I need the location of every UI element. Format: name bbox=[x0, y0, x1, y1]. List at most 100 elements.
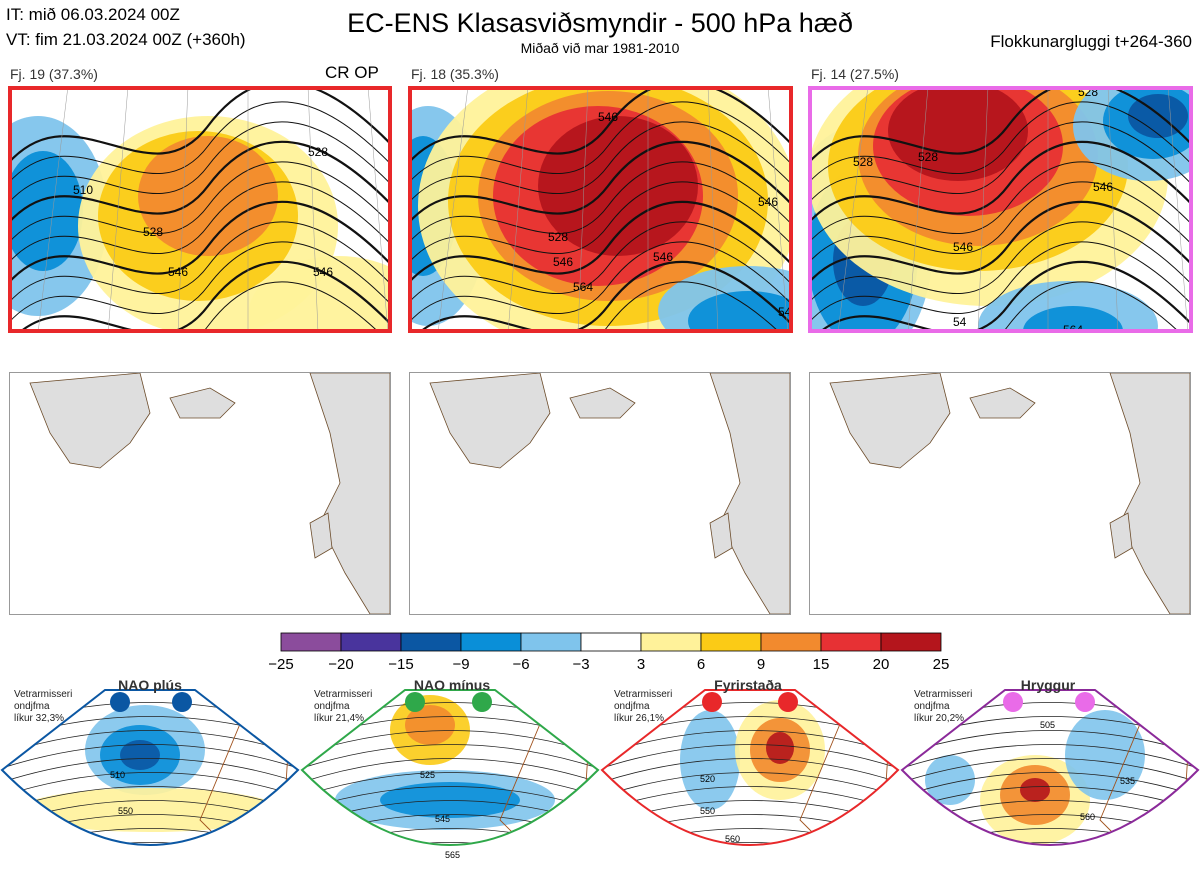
regime-note: Vetrarmisseri ondjfma líkur 26,1% bbox=[614, 689, 672, 725]
regime-marker-dot bbox=[702, 692, 722, 712]
regime-contour-label: 560 bbox=[725, 834, 740, 844]
regime-note-field: ondjfma bbox=[14, 701, 50, 712]
contour-label: 546 bbox=[313, 265, 333, 279]
regime-marker-dot bbox=[1003, 692, 1023, 712]
regime-name: Hryggur bbox=[1020, 677, 1076, 693]
regime-contour-label: 520 bbox=[700, 774, 715, 784]
regime-contour-label: 505 bbox=[1040, 720, 1055, 730]
colorbar-segment bbox=[820, 632, 882, 652]
regime-note-prob: líkur 20,2% bbox=[914, 713, 965, 724]
regime-map: 510 550 bbox=[0, 680, 300, 870]
cluster-3-empty-map bbox=[809, 372, 1191, 615]
contour-label: 528 bbox=[548, 230, 568, 244]
colorbar-segment bbox=[340, 632, 402, 652]
regime-note-season: Vetrarmisseri bbox=[614, 689, 673, 700]
cluster-1-map: 510 528 546 528 546 bbox=[8, 86, 392, 333]
contour-label: 528 bbox=[918, 150, 938, 164]
regime-note-field: ondjfma bbox=[314, 701, 350, 712]
colorbar-tick-label: −6 bbox=[512, 656, 530, 673]
regime-map: 525 545 565 bbox=[300, 680, 600, 870]
regime-note-season: Vetrarmisseri bbox=[314, 689, 373, 700]
cluster-2-map: 546 528 546 564 546 546 54 bbox=[408, 86, 793, 333]
colorbar-segment bbox=[760, 632, 822, 652]
regime-contour-label: 565 bbox=[445, 850, 460, 860]
regime-note: Vetrarmisseri ondjfma líkur 32,3% bbox=[14, 689, 72, 725]
contour-label: 54 bbox=[778, 305, 792, 319]
regime-name: Fyrirstaða bbox=[714, 677, 782, 693]
colorbar-tick-label: −9 bbox=[452, 656, 470, 673]
contour-label: 546 bbox=[758, 195, 778, 209]
contour-label: 546 bbox=[553, 255, 573, 269]
colorbar-tick-label: 25 bbox=[932, 656, 950, 673]
contour-label: 54 bbox=[953, 315, 967, 329]
regime-contour-label: 525 bbox=[420, 770, 435, 780]
regime-map: 520 550 560 bbox=[600, 680, 900, 870]
contour-label: 546 bbox=[598, 110, 618, 124]
page-subtitle: Miðað við mar 1981-2010 bbox=[520, 40, 680, 56]
cluster-1-empty-map bbox=[9, 372, 391, 615]
regime-name: NAO mínus bbox=[413, 677, 491, 693]
regime-contour-label: 560 bbox=[1080, 812, 1095, 822]
colorbar-segment bbox=[520, 632, 582, 652]
colorbar-tick-label: 20 bbox=[872, 656, 890, 673]
regime-marker-dot bbox=[405, 692, 425, 712]
cluster-2-empty-map bbox=[409, 372, 791, 615]
regime-marker-dot bbox=[778, 692, 798, 712]
anomaly-colorbar bbox=[280, 632, 942, 652]
colorbar-segment bbox=[400, 632, 462, 652]
contour-label: 564 bbox=[573, 280, 593, 294]
classification-window-label: Flokkunargluggi t+264-360 bbox=[990, 32, 1192, 51]
colorbar-segment bbox=[640, 632, 702, 652]
contour-label: 528 bbox=[143, 225, 163, 239]
colorbar-tick-label: −25 bbox=[268, 656, 294, 673]
contour-label: 528 bbox=[853, 155, 873, 169]
colorbar-tick-label: 3 bbox=[636, 656, 646, 673]
colorbar-segment bbox=[280, 632, 342, 652]
cluster-1-label: Fj. 19 (37.3%) bbox=[10, 66, 98, 82]
regime-note: Vetrarmisseri ondjfma líkur 21,4% bbox=[314, 689, 372, 725]
regime-contour-label: 510 bbox=[110, 770, 125, 780]
regime-contour-label: 535 bbox=[1120, 776, 1135, 786]
colorbar-tick-label: −3 bbox=[572, 656, 590, 673]
regime-note-prob: líkur 21,4% bbox=[314, 713, 365, 724]
regime-contour-label: 550 bbox=[700, 806, 715, 816]
colorbar-segment bbox=[460, 632, 522, 652]
colorbar-tick-label: 6 bbox=[696, 656, 706, 673]
colorbar-tick-label: 15 bbox=[812, 656, 830, 673]
initial-time-label: IT: mið 06.03.2024 00Z bbox=[6, 5, 180, 24]
regime-marker-dot bbox=[1075, 692, 1095, 712]
regime-note-prob: líkur 26,1% bbox=[614, 713, 665, 724]
contour-label: 546 bbox=[168, 265, 188, 279]
colorbar-segment bbox=[580, 632, 642, 652]
regime-note-prob: líkur 32,3% bbox=[14, 713, 65, 724]
regime-note-season: Vetrarmisseri bbox=[914, 689, 973, 700]
regime-contour-label: 550 bbox=[118, 806, 133, 816]
colorbar-tick-label: −20 bbox=[328, 656, 354, 673]
regime-marker-dot bbox=[110, 692, 130, 712]
regime-marker-dot bbox=[172, 692, 192, 712]
colorbar-tick-label: 9 bbox=[756, 656, 766, 673]
regime-note: Vetrarmisseri ondjfma líkur 20,2% bbox=[914, 689, 972, 725]
valid-time-label: VT: fim 21.03.2024 00Z (+360h) bbox=[6, 30, 246, 49]
regime-note-season: Vetrarmisseri bbox=[14, 689, 73, 700]
contour-label: 510 bbox=[73, 183, 93, 197]
colorbar-segment bbox=[880, 632, 942, 652]
cluster-3-label: Fj. 14 (27.5%) bbox=[811, 66, 899, 82]
contour-label: 546 bbox=[953, 240, 973, 254]
cluster-3-map: 528 528 546 546 528 54 564 bbox=[808, 86, 1193, 333]
regime-name: NAO plús bbox=[118, 677, 182, 693]
contour-label: 546 bbox=[1093, 180, 1113, 194]
colorbar-segment bbox=[700, 632, 762, 652]
regime-note-field: ondjfma bbox=[914, 701, 950, 712]
colorbar-tick-label: −15 bbox=[388, 656, 414, 673]
regime-contour-label: 545 bbox=[435, 814, 450, 824]
page-title: EC-ENS Klasasviðsmyndir - 500 hPa hæð bbox=[347, 8, 853, 38]
contour-label: 546 bbox=[653, 250, 673, 264]
contour-label: 564 bbox=[1063, 323, 1083, 333]
regime-map: 505 535 560 bbox=[900, 680, 1200, 870]
regime-note-field: ondjfma bbox=[614, 701, 650, 712]
cluster-2-label: Fj. 18 (35.3%) bbox=[411, 66, 499, 82]
regime-marker-dot bbox=[472, 692, 492, 712]
cluster-1-note: CR OP bbox=[325, 63, 379, 82]
contour-label: 528 bbox=[308, 145, 328, 159]
